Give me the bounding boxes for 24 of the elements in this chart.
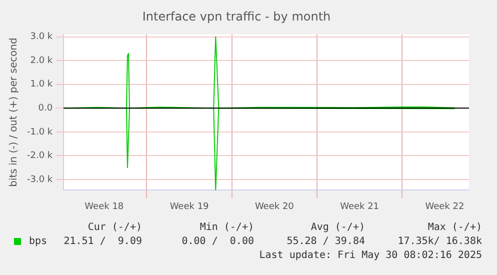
text: Last update: Fri May 30 08:02:16 2025	[259, 250, 482, 261]
text: Avg (-/+)	[310, 222, 365, 233]
x-tick-label: Week 20	[254, 202, 294, 212]
y-tick-label: 1.0 k	[30, 80, 54, 90]
y-tick-label: 2.0 k	[30, 56, 54, 66]
y-tick-label: -3.0 k	[26, 174, 54, 185]
y-axis-title: bits in (-) / out (+) per second	[8, 38, 20, 187]
x-tick-label: Week 18	[84, 202, 124, 212]
y-tick-label: 3.0 k	[30, 32, 54, 42]
chart-title: Interface vpn traffic - by month	[142, 9, 331, 24]
x-tick-label: Week 22	[425, 202, 464, 212]
text: 0.00 / 0.00	[182, 236, 254, 247]
text: Min (-/+)	[200, 222, 254, 233]
text: 21.51 / 9.09	[64, 236, 142, 247]
x-tick-label: Week 21	[340, 202, 380, 212]
text: 55.28 / 39.84	[286, 236, 365, 247]
y-tick-label: -2.0 k	[26, 151, 54, 162]
text: Max (-/+)	[428, 222, 482, 233]
text: 17.35k/ 16.38k	[398, 236, 482, 247]
y-tick-label: 0.0	[38, 103, 53, 114]
text: Cur (-/+)	[88, 222, 142, 233]
y-tick-label: -1.0 k	[26, 127, 54, 138]
legend-label: bps	[29, 236, 48, 247]
x-tick-label: Week 19	[170, 202, 210, 212]
